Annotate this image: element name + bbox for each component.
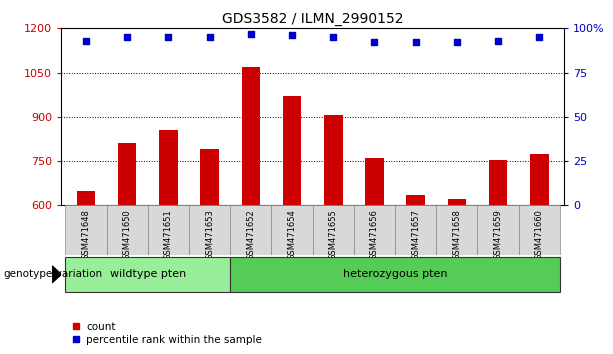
Bar [189,205,230,255]
Bar [66,257,230,292]
Bar [478,205,519,255]
Point [205,34,215,40]
Bar [272,205,313,255]
Bar [283,96,302,205]
Bar [447,199,466,205]
Text: GSM471660: GSM471660 [535,209,544,260]
Bar [489,160,508,205]
Text: GSM471656: GSM471656 [370,209,379,260]
Bar [200,149,219,205]
Text: GSM471648: GSM471648 [82,209,91,260]
Text: GSM471657: GSM471657 [411,209,420,260]
Bar [436,205,478,255]
Bar [406,195,425,205]
Text: GSM471658: GSM471658 [452,209,462,260]
Bar [230,205,272,255]
Point [370,40,379,45]
Text: wildtype pten: wildtype pten [110,269,186,279]
Point [411,40,421,45]
Bar [354,205,395,255]
Point [287,33,297,38]
Legend: count, percentile rank within the sample: count, percentile rank within the sample [66,317,266,349]
Text: GSM471654: GSM471654 [287,209,297,260]
Text: GSM471650: GSM471650 [123,209,132,260]
Text: GSM471653: GSM471653 [205,209,214,260]
Bar [159,130,178,205]
Point [452,40,462,45]
Bar [148,205,189,255]
Bar [230,257,560,292]
Bar [395,205,436,255]
Point [81,38,91,44]
Text: heterozygous pten: heterozygous pten [343,269,447,279]
Text: GSM471659: GSM471659 [493,209,503,260]
Bar [107,205,148,255]
Point [123,34,132,40]
Title: GDS3582 / ILMN_2990152: GDS3582 / ILMN_2990152 [222,12,403,26]
Bar [313,205,354,255]
Text: GSM471655: GSM471655 [329,209,338,260]
Bar [118,143,137,205]
Polygon shape [52,266,61,283]
Bar [365,158,384,205]
Text: GSM471652: GSM471652 [246,209,256,260]
Bar [77,190,95,205]
Bar [530,154,549,205]
Bar [242,67,260,205]
Bar [324,115,343,205]
Point [493,38,503,44]
Point [246,31,256,36]
Bar [66,205,107,255]
Bar [519,205,560,255]
Point [164,34,173,40]
Text: GSM471651: GSM471651 [164,209,173,260]
Text: genotype/variation: genotype/variation [3,269,102,279]
Point [535,34,544,40]
Point [329,34,338,40]
